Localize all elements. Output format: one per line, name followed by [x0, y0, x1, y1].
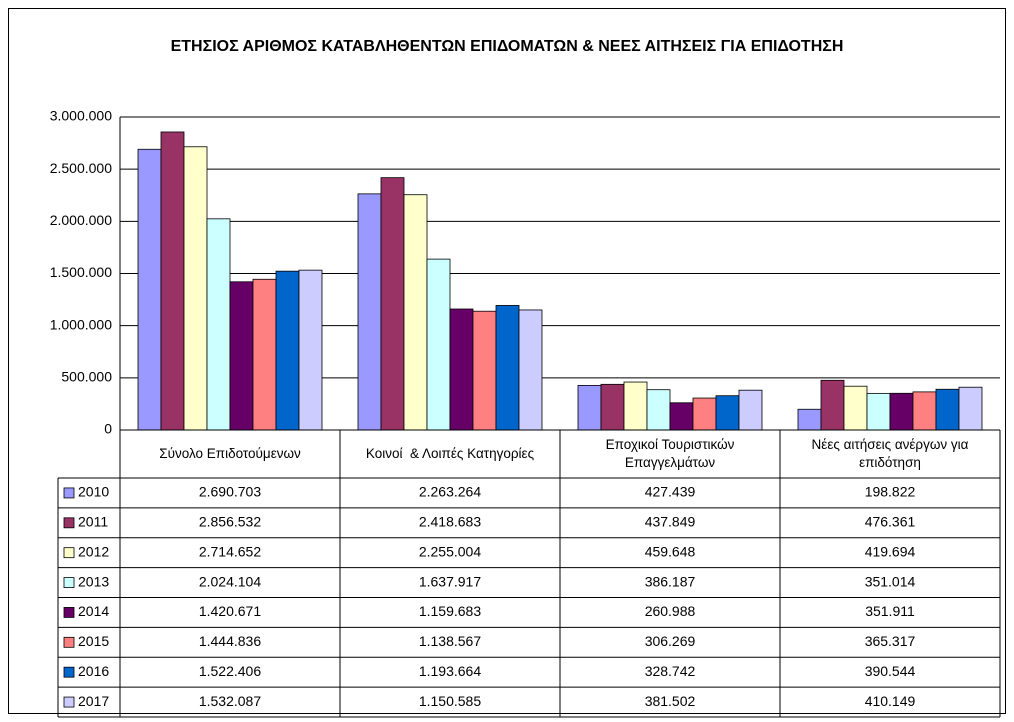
table-value: 419.694: [865, 543, 916, 559]
table-value: 1.444.836: [199, 633, 261, 649]
table-value: 1.637.917: [419, 573, 481, 589]
table-value: 476.361: [865, 514, 916, 530]
legend-swatch: [63, 547, 75, 559]
bar: [518, 309, 543, 431]
x-tick-label: Νέες αιτήσεις ανέργων για επιδότηση: [811, 437, 973, 470]
bar: [357, 193, 382, 431]
bar: [692, 397, 717, 431]
table-value: 1.420.671: [199, 603, 261, 619]
y-tick-label: 500.000: [61, 369, 112, 385]
legend-swatch: [63, 636, 75, 648]
y-tick-label: 1.500.000: [50, 264, 112, 280]
table-value: 459.648: [645, 543, 696, 559]
y-tick-label: 0: [104, 421, 112, 437]
bar: [137, 148, 162, 431]
bar: [889, 392, 914, 431]
legend-label: 2017: [78, 693, 109, 709]
y-tick-label: 1.000.000: [50, 316, 112, 332]
chart-border: [8, 8, 1006, 714]
legend-label: 2011: [78, 514, 108, 530]
bar: [298, 269, 323, 431]
table-value: 381.502: [645, 693, 696, 709]
bar: [912, 391, 937, 431]
bar: [623, 381, 648, 431]
table-value: 410.149: [865, 693, 916, 709]
table-value: 437.849: [645, 514, 696, 530]
bar: [449, 308, 474, 431]
table-value: 2.856.532: [199, 514, 261, 530]
bar: [669, 402, 694, 431]
table-value: 1.150.585: [419, 693, 481, 709]
table-value: 351.014: [865, 573, 916, 589]
bar: [229, 281, 254, 431]
table-value: 1.522.406: [199, 663, 261, 679]
legend-label: 2016: [78, 663, 109, 679]
x-tick-label: Εποχικοί Τουριστικών Επαγγελμάτων: [605, 437, 739, 470]
table-value: 1.193.664: [419, 663, 481, 679]
bar: [160, 131, 185, 431]
table-value: 260.988: [645, 603, 696, 619]
table-value: 2.690.703: [199, 484, 261, 500]
bar: [206, 218, 231, 431]
bar: [600, 383, 625, 431]
legend-swatch: [63, 487, 75, 499]
table-value: 198.822: [865, 484, 916, 500]
bar: [820, 379, 845, 431]
table-value: 1.159.683: [419, 603, 481, 619]
table-value: 390.544: [865, 663, 916, 679]
table-value: 2.024.104: [199, 573, 261, 589]
legend-label: 2013: [78, 573, 109, 589]
bar: [275, 270, 300, 431]
bar: [935, 388, 960, 431]
bar: [797, 408, 822, 431]
table-value: 1.138.567: [419, 633, 481, 649]
legend-swatch: [63, 577, 75, 588]
table-value: 351.911: [865, 603, 915, 619]
bar: [183, 146, 208, 431]
bar: [426, 258, 451, 431]
bar: [646, 389, 671, 431]
bar: [252, 278, 277, 431]
table-value: 1.532.087: [199, 693, 261, 709]
legend-label: 2010: [78, 484, 109, 500]
table-value: 2.714.652: [199, 543, 261, 559]
x-tick-label: Κοινοί & Λοιπές Κατηγορίες: [365, 446, 535, 461]
legend-label: 2014: [78, 603, 109, 619]
bar: [866, 392, 891, 431]
y-tick-label: 3.000.000: [50, 108, 112, 124]
legend-label: 2015: [78, 633, 109, 649]
bar: [472, 310, 497, 431]
bar: [738, 389, 763, 431]
legend-label: 2012: [78, 543, 109, 559]
legend-swatch: [63, 696, 75, 708]
bar: [577, 385, 602, 431]
table-value: 306.269: [645, 633, 696, 649]
chart-title: ΕΤΗΣΙΟΣ ΑΡΙΘΜΟΣ ΚΑΤΑΒΛΗΘΕΝΤΩΝ ΕΠΙΔΟΜΑΤΩΝ…: [170, 38, 844, 55]
table-value: 365.317: [865, 633, 916, 649]
table-value: 328.742: [645, 663, 696, 679]
bar: [495, 305, 520, 431]
table-value: 427.439: [645, 484, 696, 500]
table-value: 2.263.264: [419, 484, 481, 500]
x-tick-label: Σύνολο Επιδοτούμενων: [159, 446, 301, 461]
table-value: 386.187: [645, 573, 696, 589]
table-value: 2.255.004: [419, 543, 481, 559]
y-tick-label: 2.500.000: [50, 160, 112, 176]
bar: [958, 386, 983, 431]
bar: [403, 194, 428, 431]
table-value: 2.418.683: [419, 514, 481, 530]
y-tick-label: 2.000.000: [50, 212, 112, 228]
legend-swatch: [63, 607, 75, 618]
bar: [715, 395, 740, 431]
legend-swatch: [63, 666, 75, 678]
legend-swatch: [63, 517, 75, 529]
bar: [380, 177, 405, 431]
bar: [843, 385, 868, 431]
